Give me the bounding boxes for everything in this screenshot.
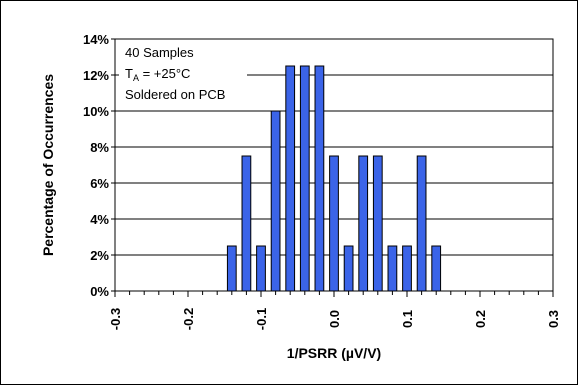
y-ticks: 0% 2% 4% 6% 8% 10% 12% 14% — [83, 32, 115, 299]
bars — [226, 65, 442, 292]
x-tick-label-6: 0.3 — [546, 310, 561, 328]
annotation-temperature: TA = +25°C — [125, 66, 190, 83]
x-tick-label-3: 0.0 — [327, 310, 342, 328]
y-tick-label-6: 12% — [83, 68, 109, 83]
y-tick-label-3: 6% — [90, 176, 109, 191]
annotation-background — [119, 43, 247, 107]
bar-10 — [372, 155, 383, 292]
bar-9 — [358, 155, 369, 292]
gridlines — [115, 74, 553, 256]
bar-11 — [387, 245, 398, 292]
y-tick-label-4: 8% — [90, 140, 109, 155]
annotation-soldered: Soldered on PCB — [125, 87, 225, 102]
y-axis-title: Percentage of Occurrences — [40, 74, 56, 256]
bar-5 — [299, 65, 310, 292]
bar-7 — [329, 155, 339, 292]
x-tick-label-5: 0.2 — [473, 310, 488, 328]
x-tick-label-2: -0.1 — [254, 308, 269, 330]
annotation-temperature-subscript: A — [133, 73, 139, 83]
annotation-samples: 40 Samples — [125, 45, 194, 60]
annotation-temperature-value: = +25°C — [139, 66, 190, 81]
bar-14 — [431, 245, 442, 292]
bar-2 — [256, 245, 266, 292]
bar-8 — [343, 245, 354, 292]
bar-3 — [270, 110, 281, 292]
bar-6 — [314, 65, 325, 292]
y-tick-label-7: 14% — [83, 32, 109, 47]
x-ticks: -0.3 -0.2 -0.1 0.0 0.1 0.2 0.3 — [108, 291, 561, 330]
x-tick-label-1: -0.2 — [181, 308, 196, 330]
x-tick-label-0: -0.3 — [108, 308, 123, 330]
x-axis-title: 1/PSRR (µV/V) — [287, 345, 381, 361]
bar-13 — [416, 155, 427, 292]
x-tick-label-4: 0.1 — [400, 310, 415, 328]
y-tick-label-0: 0% — [90, 284, 109, 299]
bar-1 — [241, 155, 252, 292]
bar-4 — [285, 65, 296, 292]
bar-0 — [226, 245, 237, 292]
bar-12 — [402, 245, 412, 292]
annotation-temperature-prefix: T — [125, 66, 133, 81]
y-tick-label-2: 4% — [90, 212, 109, 227]
y-tick-label-5: 10% — [83, 104, 109, 119]
y-tick-label-1: 2% — [90, 248, 109, 263]
